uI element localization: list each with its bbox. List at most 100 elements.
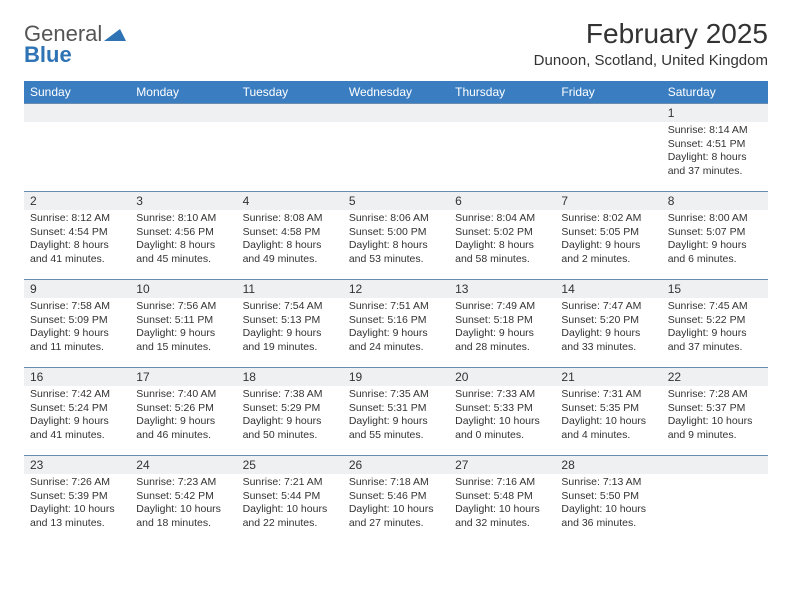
calendar-table: SundayMondayTuesdayWednesdayThursdayFrid…	[24, 81, 768, 544]
day-number: 2	[24, 192, 130, 210]
day-details: Sunrise: 7:58 AMSunset: 5:09 PMDaylight:…	[24, 298, 130, 357]
calendar-cell: 6Sunrise: 8:04 AMSunset: 5:02 PMDaylight…	[449, 192, 555, 280]
day-details: Sunrise: 7:35 AMSunset: 5:31 PMDaylight:…	[343, 386, 449, 445]
calendar-cell	[130, 104, 236, 192]
day-number: 14	[555, 280, 661, 298]
day-details: Sunrise: 7:47 AMSunset: 5:20 PMDaylight:…	[555, 298, 661, 357]
calendar-cell: 8Sunrise: 8:00 AMSunset: 5:07 PMDaylight…	[662, 192, 768, 280]
day-details: Sunrise: 7:56 AMSunset: 5:11 PMDaylight:…	[130, 298, 236, 357]
day-details: Sunrise: 7:18 AMSunset: 5:46 PMDaylight:…	[343, 474, 449, 533]
title-block: February 2025 Dunoon, Scotland, United K…	[534, 18, 768, 69]
day-details: Sunrise: 7:16 AMSunset: 5:48 PMDaylight:…	[449, 474, 555, 533]
day-number: 4	[237, 192, 343, 210]
day-details: Sunrise: 7:28 AMSunset: 5:37 PMDaylight:…	[662, 386, 768, 445]
day-header: Friday	[555, 81, 661, 104]
day-details: Sunrise: 8:04 AMSunset: 5:02 PMDaylight:…	[449, 210, 555, 269]
day-number	[449, 104, 555, 122]
day-details: Sunrise: 7:23 AMSunset: 5:42 PMDaylight:…	[130, 474, 236, 533]
day-number: 19	[343, 368, 449, 386]
calendar-cell: 13Sunrise: 7:49 AMSunset: 5:18 PMDayligh…	[449, 280, 555, 368]
day-details: Sunrise: 8:12 AMSunset: 4:54 PMDaylight:…	[24, 210, 130, 269]
day-details: Sunrise: 8:00 AMSunset: 5:07 PMDaylight:…	[662, 210, 768, 269]
day-details: Sunrise: 7:45 AMSunset: 5:22 PMDaylight:…	[662, 298, 768, 357]
logo-triangle-icon	[104, 24, 126, 45]
day-number: 21	[555, 368, 661, 386]
calendar-cell: 1Sunrise: 8:14 AMSunset: 4:51 PMDaylight…	[662, 104, 768, 192]
location-text: Dunoon, Scotland, United Kingdom	[534, 52, 768, 69]
day-number	[24, 104, 130, 122]
day-number: 7	[555, 192, 661, 210]
day-number: 11	[237, 280, 343, 298]
day-details: Sunrise: 8:02 AMSunset: 5:05 PMDaylight:…	[555, 210, 661, 269]
calendar-cell: 9Sunrise: 7:58 AMSunset: 5:09 PMDaylight…	[24, 280, 130, 368]
day-number: 22	[662, 368, 768, 386]
day-details: Sunrise: 7:40 AMSunset: 5:26 PMDaylight:…	[130, 386, 236, 445]
day-number: 27	[449, 456, 555, 474]
day-details: Sunrise: 7:54 AMSunset: 5:13 PMDaylight:…	[237, 298, 343, 357]
calendar-cell: 19Sunrise: 7:35 AMSunset: 5:31 PMDayligh…	[343, 368, 449, 456]
calendar-header-row: SundayMondayTuesdayWednesdayThursdayFrid…	[24, 81, 768, 104]
day-number: 6	[449, 192, 555, 210]
calendar-cell: 22Sunrise: 7:28 AMSunset: 5:37 PMDayligh…	[662, 368, 768, 456]
calendar-week-row: 16Sunrise: 7:42 AMSunset: 5:24 PMDayligh…	[24, 368, 768, 456]
day-number: 17	[130, 368, 236, 386]
header-row: General Blue February 2025 Dunoon, Scotl…	[24, 18, 768, 69]
calendar-cell: 12Sunrise: 7:51 AMSunset: 5:16 PMDayligh…	[343, 280, 449, 368]
calendar-cell: 15Sunrise: 7:45 AMSunset: 5:22 PMDayligh…	[662, 280, 768, 368]
day-number: 28	[555, 456, 661, 474]
day-details: Sunrise: 8:10 AMSunset: 4:56 PMDaylight:…	[130, 210, 236, 269]
calendar-cell: 18Sunrise: 7:38 AMSunset: 5:29 PMDayligh…	[237, 368, 343, 456]
day-header: Sunday	[24, 81, 130, 104]
day-details: Sunrise: 7:38 AMSunset: 5:29 PMDaylight:…	[237, 386, 343, 445]
day-number	[130, 104, 236, 122]
day-details: Sunrise: 7:31 AMSunset: 5:35 PMDaylight:…	[555, 386, 661, 445]
calendar-cell: 28Sunrise: 7:13 AMSunset: 5:50 PMDayligh…	[555, 456, 661, 544]
day-header: Tuesday	[237, 81, 343, 104]
calendar-cell: 3Sunrise: 8:10 AMSunset: 4:56 PMDaylight…	[130, 192, 236, 280]
calendar-cell: 5Sunrise: 8:06 AMSunset: 5:00 PMDaylight…	[343, 192, 449, 280]
calendar-week-row: 1Sunrise: 8:14 AMSunset: 4:51 PMDaylight…	[24, 104, 768, 192]
day-number: 24	[130, 456, 236, 474]
day-number: 10	[130, 280, 236, 298]
calendar-cell: 11Sunrise: 7:54 AMSunset: 5:13 PMDayligh…	[237, 280, 343, 368]
day-header: Wednesday	[343, 81, 449, 104]
day-details: Sunrise: 7:13 AMSunset: 5:50 PMDaylight:…	[555, 474, 661, 533]
day-number	[555, 104, 661, 122]
day-number: 9	[24, 280, 130, 298]
calendar-cell: 2Sunrise: 8:12 AMSunset: 4:54 PMDaylight…	[24, 192, 130, 280]
day-details: Sunrise: 8:06 AMSunset: 5:00 PMDaylight:…	[343, 210, 449, 269]
calendar-cell: 26Sunrise: 7:18 AMSunset: 5:46 PMDayligh…	[343, 456, 449, 544]
day-number: 16	[24, 368, 130, 386]
day-number: 23	[24, 456, 130, 474]
calendar-cell: 16Sunrise: 7:42 AMSunset: 5:24 PMDayligh…	[24, 368, 130, 456]
day-number	[343, 104, 449, 122]
calendar-cell	[449, 104, 555, 192]
calendar-cell: 25Sunrise: 7:21 AMSunset: 5:44 PMDayligh…	[237, 456, 343, 544]
calendar-cell	[343, 104, 449, 192]
day-header: Monday	[130, 81, 236, 104]
calendar-cell: 7Sunrise: 8:02 AMSunset: 5:05 PMDaylight…	[555, 192, 661, 280]
calendar-cell: 17Sunrise: 7:40 AMSunset: 5:26 PMDayligh…	[130, 368, 236, 456]
calendar-cell: 24Sunrise: 7:23 AMSunset: 5:42 PMDayligh…	[130, 456, 236, 544]
logo: General Blue	[24, 18, 126, 66]
page-title: February 2025	[534, 18, 768, 50]
calendar-cell: 27Sunrise: 7:16 AMSunset: 5:48 PMDayligh…	[449, 456, 555, 544]
calendar-cell: 4Sunrise: 8:08 AMSunset: 4:58 PMDaylight…	[237, 192, 343, 280]
calendar-cell	[555, 104, 661, 192]
calendar-week-row: 9Sunrise: 7:58 AMSunset: 5:09 PMDaylight…	[24, 280, 768, 368]
calendar-week-row: 23Sunrise: 7:26 AMSunset: 5:39 PMDayligh…	[24, 456, 768, 544]
calendar-cell: 14Sunrise: 7:47 AMSunset: 5:20 PMDayligh…	[555, 280, 661, 368]
day-number: 3	[130, 192, 236, 210]
day-number: 25	[237, 456, 343, 474]
day-number: 8	[662, 192, 768, 210]
day-details: Sunrise: 7:49 AMSunset: 5:18 PMDaylight:…	[449, 298, 555, 357]
day-details: Sunrise: 7:42 AMSunset: 5:24 PMDaylight:…	[24, 386, 130, 445]
calendar-cell: 23Sunrise: 7:26 AMSunset: 5:39 PMDayligh…	[24, 456, 130, 544]
day-number	[662, 456, 768, 474]
day-number: 18	[237, 368, 343, 386]
calendar-cell	[662, 456, 768, 544]
day-details: Sunrise: 8:14 AMSunset: 4:51 PMDaylight:…	[662, 122, 768, 181]
day-details: Sunrise: 8:08 AMSunset: 4:58 PMDaylight:…	[237, 210, 343, 269]
calendar-cell: 10Sunrise: 7:56 AMSunset: 5:11 PMDayligh…	[130, 280, 236, 368]
day-number: 15	[662, 280, 768, 298]
